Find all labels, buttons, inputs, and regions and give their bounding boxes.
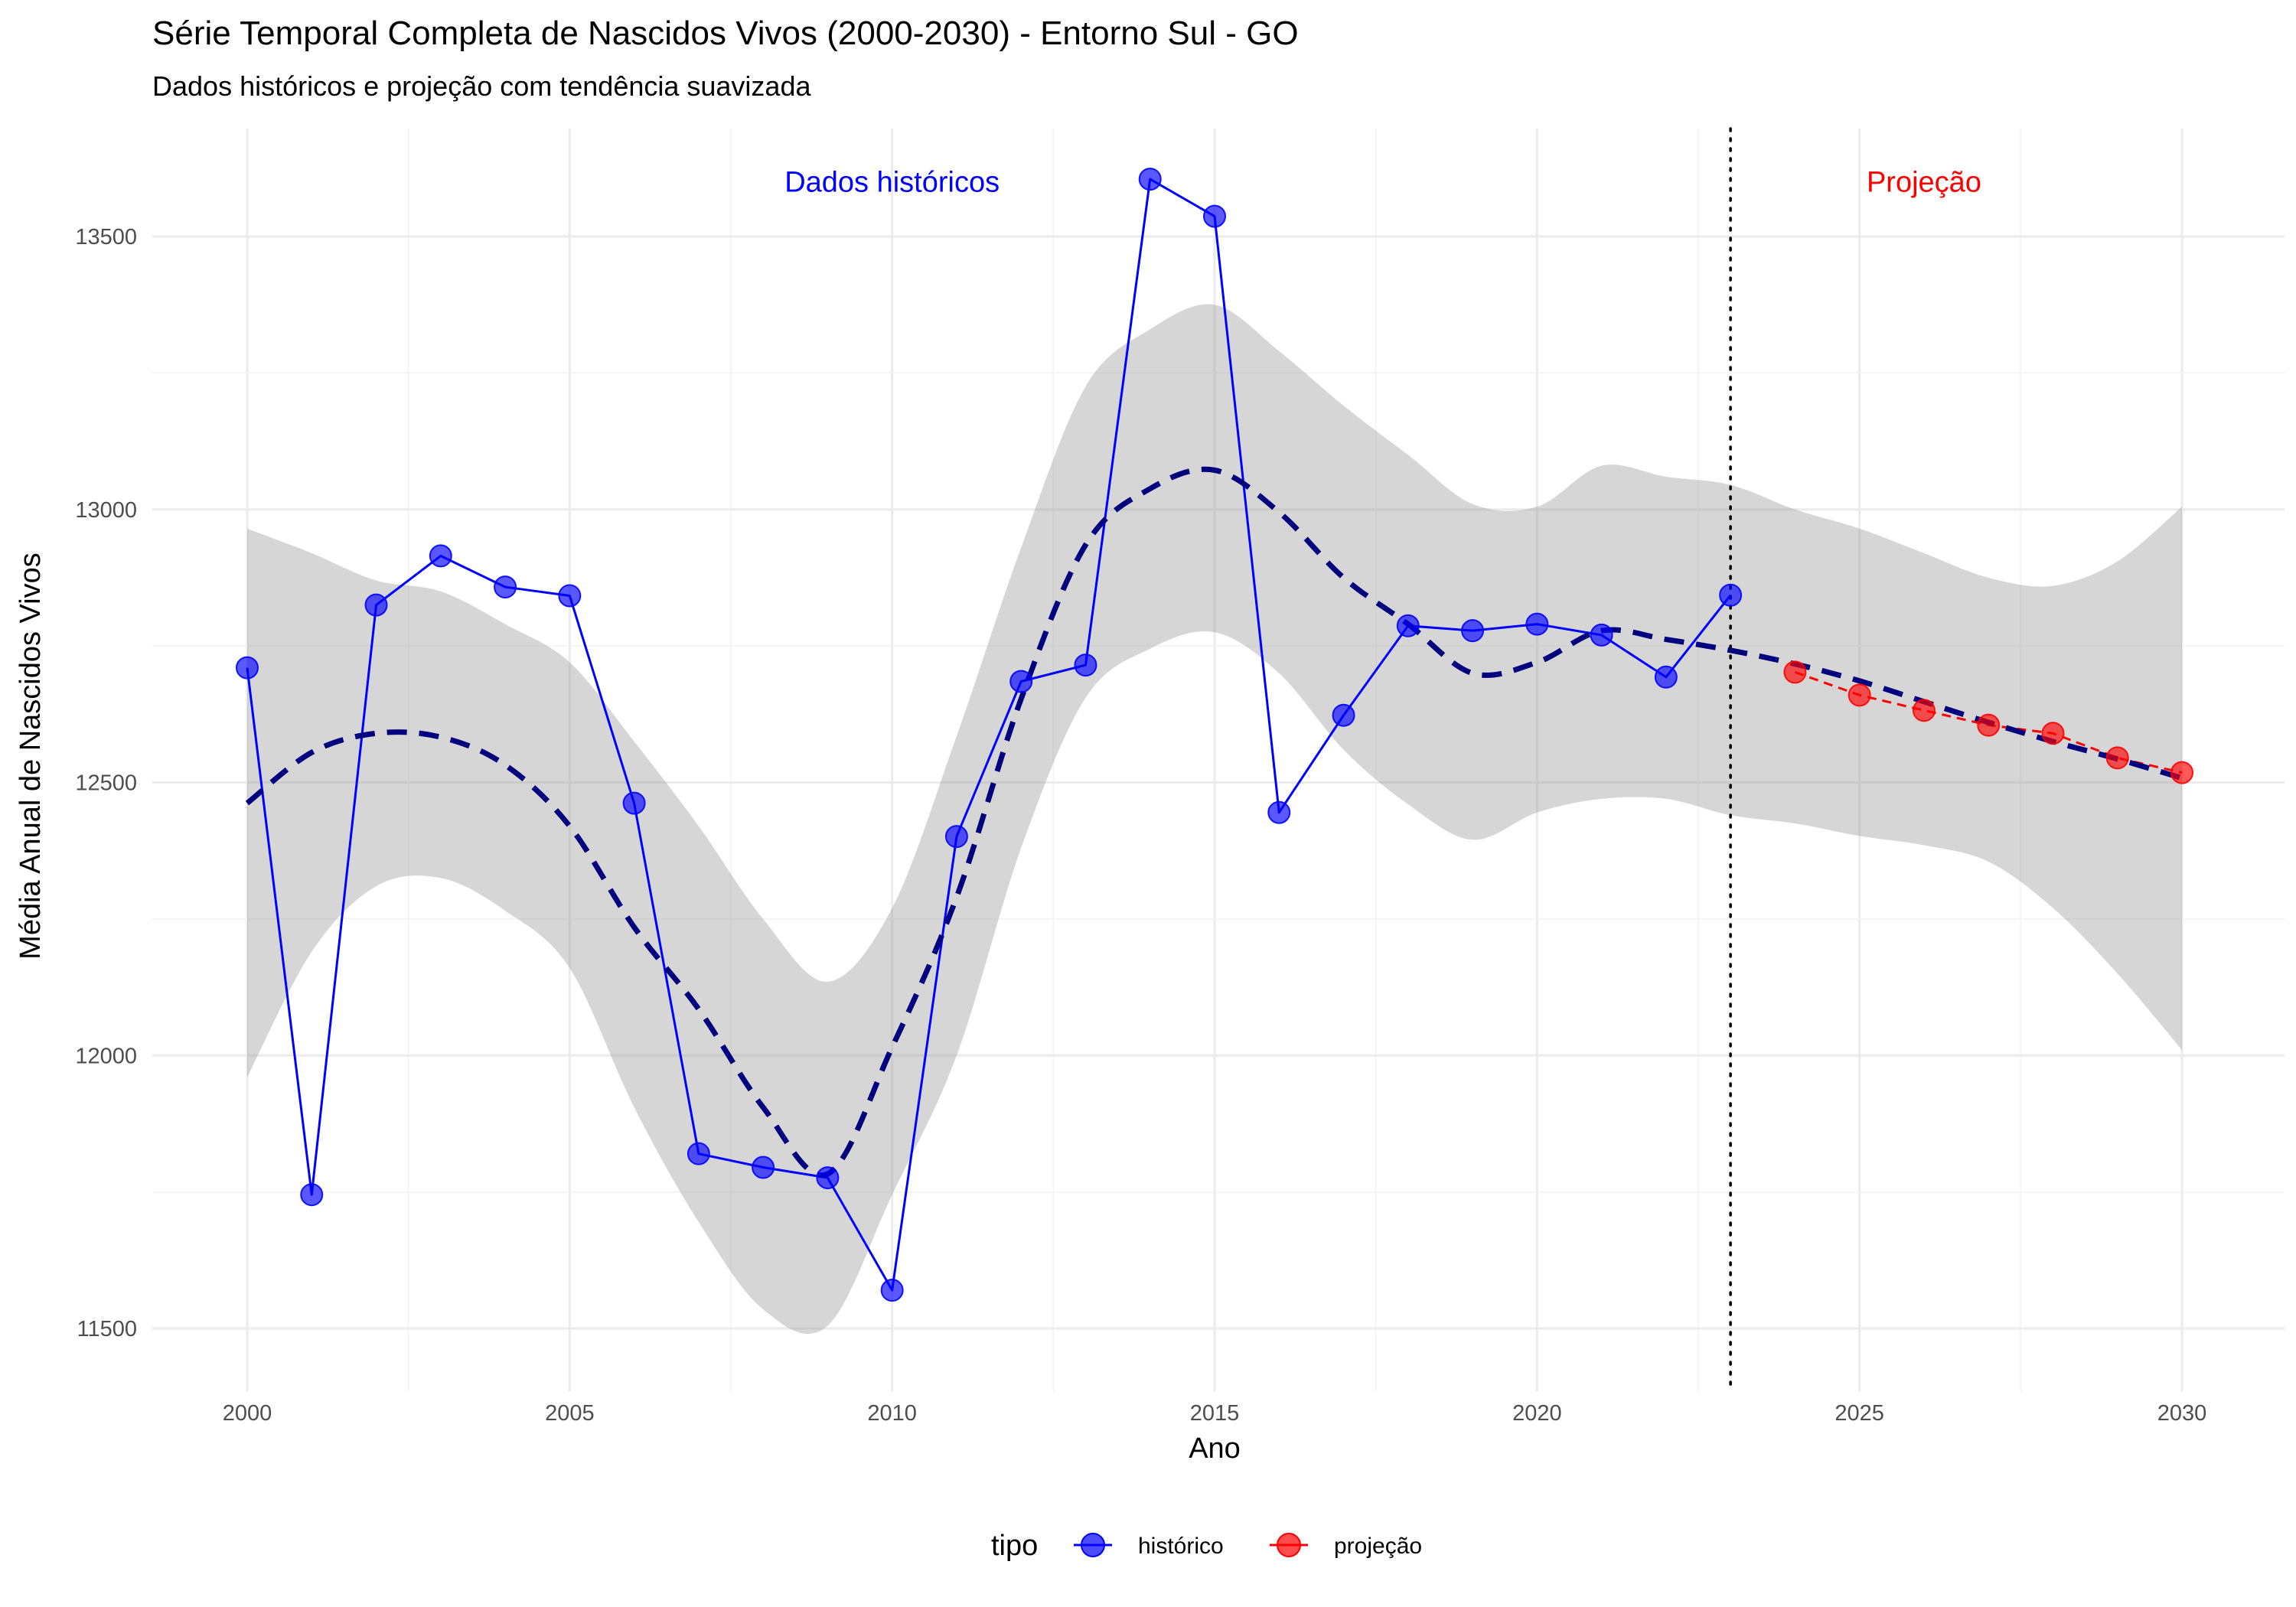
y-axis-title: Média Anual de Nascidos Vivos (15, 553, 47, 960)
point-projecao-2027 (1977, 713, 2001, 737)
point-historico-2020 (1525, 612, 1549, 636)
point-historico-2001 (300, 1183, 324, 1207)
x-tick-label-2005: 2005 (545, 1401, 595, 1426)
point-historico-2003 (429, 544, 452, 568)
point-historico-2009 (816, 1166, 840, 1190)
x-tick-label-2030: 2030 (2157, 1401, 2207, 1426)
point-historico-2012 (1009, 670, 1033, 693)
x-tick-label-2020: 2020 (1512, 1401, 1562, 1426)
confidence-band-area (247, 304, 2182, 1335)
point-historico-2004 (494, 575, 517, 599)
legend-entry-projecao: projeção (1270, 1533, 1422, 1559)
chart-subtitle: Dados históricos e projeção com tendênci… (152, 70, 811, 102)
annotations: Dados históricos Projeção (784, 167, 1981, 199)
point-historico-2017 (1332, 703, 1355, 727)
point-historico-2010 (880, 1279, 904, 1302)
x-axis-title: Ano (1189, 1433, 1241, 1465)
point-projecao-2030 (2170, 761, 2193, 784)
legend: tipo histórico projeção (991, 1530, 1422, 1562)
point-projecao-2028 (2041, 722, 2065, 745)
annotation-1: Projeção (1867, 167, 1981, 199)
point-projecao-2029 (2105, 746, 2129, 770)
grid-lines (152, 129, 2285, 1391)
x-tick-label-2010: 2010 (867, 1401, 917, 1426)
legend-key-point-projecao (1277, 1533, 1301, 1557)
point-historico-2021 (1590, 623, 1613, 647)
trend-line-path (245, 466, 2183, 1178)
point-projecao-2026 (1912, 699, 1936, 722)
chart-title: Série Temporal Completa de Nascidos Vivo… (152, 15, 1299, 52)
point-historico-2018 (1396, 614, 1420, 637)
point-historico-2011 (944, 825, 968, 849)
legend-title: tipo (991, 1530, 1038, 1562)
point-historico-2015 (1203, 204, 1226, 228)
point-historico-2006 (622, 791, 646, 815)
point-historico-2016 (1267, 800, 1291, 824)
plot-panel: Dados históricos Projeção (152, 127, 2285, 1393)
point-projecao-2025 (1848, 683, 1871, 707)
trend-line (245, 466, 2183, 1178)
x-tick-label-2015: 2015 (1190, 1401, 1240, 1426)
y-tick-label-13500: 13500 (75, 225, 137, 249)
legend-label-projecao: projeção (1334, 1534, 1422, 1559)
point-historico-2002 (364, 593, 388, 617)
x-axis-ticks: 2000 2005 2010 2015 2020 2025 2030 (223, 1401, 2207, 1426)
point-historico-2014 (1138, 168, 1162, 191)
legend-label-historico: histórico (1138, 1534, 1224, 1559)
point-historico-2023 (1719, 583, 1743, 607)
point-historico-2019 (1461, 619, 1485, 643)
series-points (236, 168, 2193, 1302)
point-historico-2007 (687, 1142, 710, 1165)
y-tick-label-12500: 12500 (75, 771, 137, 796)
x-tick-label-2025: 2025 (1835, 1401, 1884, 1426)
x-tick-label-2000: 2000 (223, 1401, 272, 1426)
point-projecao-2024 (1783, 660, 1807, 684)
y-tick-label-11500: 11500 (77, 1317, 138, 1341)
legend-key-point-historico (1081, 1533, 1105, 1557)
point-historico-2005 (558, 584, 582, 608)
point-historico-2008 (752, 1156, 775, 1179)
point-historico-2000 (236, 656, 259, 680)
y-axis-ticks: 11500 12000 12500 13000 13500 (75, 225, 137, 1341)
point-historico-2022 (1654, 665, 1678, 689)
y-tick-label-12000: 12000 (75, 1044, 137, 1068)
point-historico-2013 (1074, 654, 1097, 677)
confidence-band (247, 304, 2182, 1335)
legend-entry-historico: histórico (1074, 1533, 1224, 1559)
annotation-0: Dados históricos (784, 167, 1000, 199)
y-tick-label-13000: 13000 (75, 498, 137, 523)
